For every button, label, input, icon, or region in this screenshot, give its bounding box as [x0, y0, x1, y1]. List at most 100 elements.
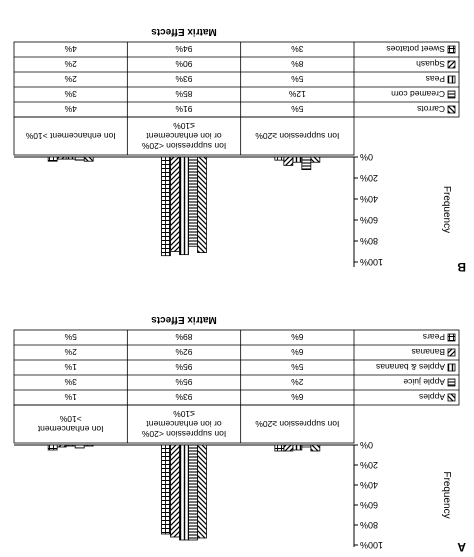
bar — [274, 156, 285, 161]
legend-label: Squash — [416, 59, 445, 69]
bar — [310, 156, 321, 163]
bar — [179, 156, 189, 256]
category-label: Ion enhancement >10% — [25, 131, 115, 141]
bar — [83, 156, 94, 162]
legend-swatch — [447, 60, 456, 69]
category-label: Ion enhancement — [37, 424, 103, 434]
category-label: Ion suppression <20% — [141, 141, 226, 151]
legend-label: Pears — [423, 332, 445, 342]
bar — [283, 444, 294, 452]
table-cell: 12% — [288, 89, 305, 99]
bar — [292, 444, 303, 451]
chart-title: Matrix Effects — [151, 314, 217, 325]
legend-label: Creamed corn — [391, 89, 445, 99]
legend-swatch — [447, 45, 456, 54]
table-cell: 95% — [175, 377, 192, 387]
category-label: Ion suppression ≥20% — [255, 131, 339, 141]
table-cell: 95% — [175, 362, 192, 372]
table-cell: 5% — [291, 104, 304, 114]
bar — [301, 156, 312, 171]
data-table — [13, 329, 460, 406]
bar — [188, 444, 198, 541]
table-cell: 6% — [291, 332, 304, 342]
y-tick-label: 60% — [360, 500, 378, 510]
table-cell: 1% — [64, 392, 77, 402]
table-cell: 2% — [64, 74, 77, 84]
legend-label: Bananas — [411, 347, 445, 357]
y-tick-label: 100% — [360, 540, 383, 550]
category-label: or ion enhancement — [146, 419, 222, 429]
table-cell: 8% — [291, 59, 304, 69]
bar — [65, 444, 76, 447]
legend-swatch — [447, 363, 456, 372]
legend-label: Apples — [419, 392, 445, 402]
category-label: ≤10% — [173, 121, 195, 131]
table-cell: 2% — [291, 377, 304, 387]
category-label: or ion enhancement — [146, 131, 222, 141]
table-cell: 2% — [64, 59, 77, 69]
bar — [65, 156, 76, 160]
bar — [74, 156, 85, 161]
table-cell: 3% — [64, 377, 77, 387]
y-tick-label: 60% — [360, 215, 378, 225]
table-cell: 6% — [291, 392, 304, 402]
bar — [83, 444, 94, 447]
legend-label: Peas — [426, 74, 445, 84]
y-tick-label: 80% — [360, 236, 378, 246]
y-tick-label: 40% — [360, 194, 378, 204]
table-cell: 4% — [64, 104, 77, 114]
panel-letter: B — [457, 260, 466, 274]
category-label: ≤10% — [173, 409, 195, 419]
bar — [188, 156, 198, 247]
table-cell: 92% — [175, 347, 192, 357]
chart-panel-b: B Frequency 0% 20% 40% 60% 80% 100% Ion suppress… — [13, 26, 466, 274]
y-tick-label: 80% — [360, 520, 378, 530]
bar — [161, 444, 171, 535]
table-cell: 85% — [175, 89, 192, 99]
legend-swatch — [447, 90, 456, 99]
chart-panel-a: A Frequency 0% 20% 40% 60% 80% 100% Ion suppress… — [13, 314, 466, 554]
bar — [197, 156, 207, 253]
table-cell: 90% — [175, 59, 192, 69]
legend-label: Carrots — [417, 104, 445, 114]
bar — [47, 156, 58, 162]
bar — [170, 156, 180, 252]
category-label: Ion suppression ≥20% — [255, 419, 339, 429]
chart-title: Matrix Effects — [151, 26, 217, 37]
category-label: >10% — [59, 414, 81, 424]
bar — [197, 444, 207, 539]
legend-swatch — [447, 105, 456, 114]
legend-swatch — [447, 75, 456, 84]
y-tick-label: 100% — [360, 257, 383, 267]
table-cell: 5% — [291, 362, 304, 372]
y-tick-label: 0% — [360, 152, 373, 162]
bar — [274, 444, 285, 452]
bar — [310, 444, 321, 452]
table-cell: 6% — [291, 347, 304, 357]
data-table — [13, 41, 460, 118]
y-tick-label: 20% — [360, 173, 378, 183]
legend-swatch — [447, 393, 456, 402]
category-label: Ion suppression <20% — [141, 429, 226, 439]
panel-letter: A — [457, 540, 466, 554]
bar — [179, 444, 189, 541]
table-cell: 94% — [175, 44, 192, 54]
bar — [74, 444, 85, 449]
legend-label: Sweet potatoes — [386, 44, 445, 54]
y-tick-label: 20% — [360, 460, 378, 470]
table-cell: 93% — [175, 392, 192, 402]
bar — [56, 444, 67, 448]
legend-swatch — [447, 348, 456, 357]
table-cell: 89% — [175, 332, 192, 342]
bar — [56, 156, 67, 160]
bar — [170, 444, 180, 538]
table-cell: 93% — [175, 74, 192, 84]
table-cell: 3% — [64, 89, 77, 99]
bar — [47, 444, 58, 451]
legend-label: Apple juice — [403, 377, 445, 387]
y-axis-title: Frequency — [441, 471, 452, 518]
legend-swatch — [447, 333, 456, 342]
bar — [283, 156, 294, 166]
y-tick-label: 0% — [360, 440, 373, 450]
figure-content: A Frequency 0% 20% 40% 60% 80% 100% Ion suppress… — [13, 26, 466, 554]
